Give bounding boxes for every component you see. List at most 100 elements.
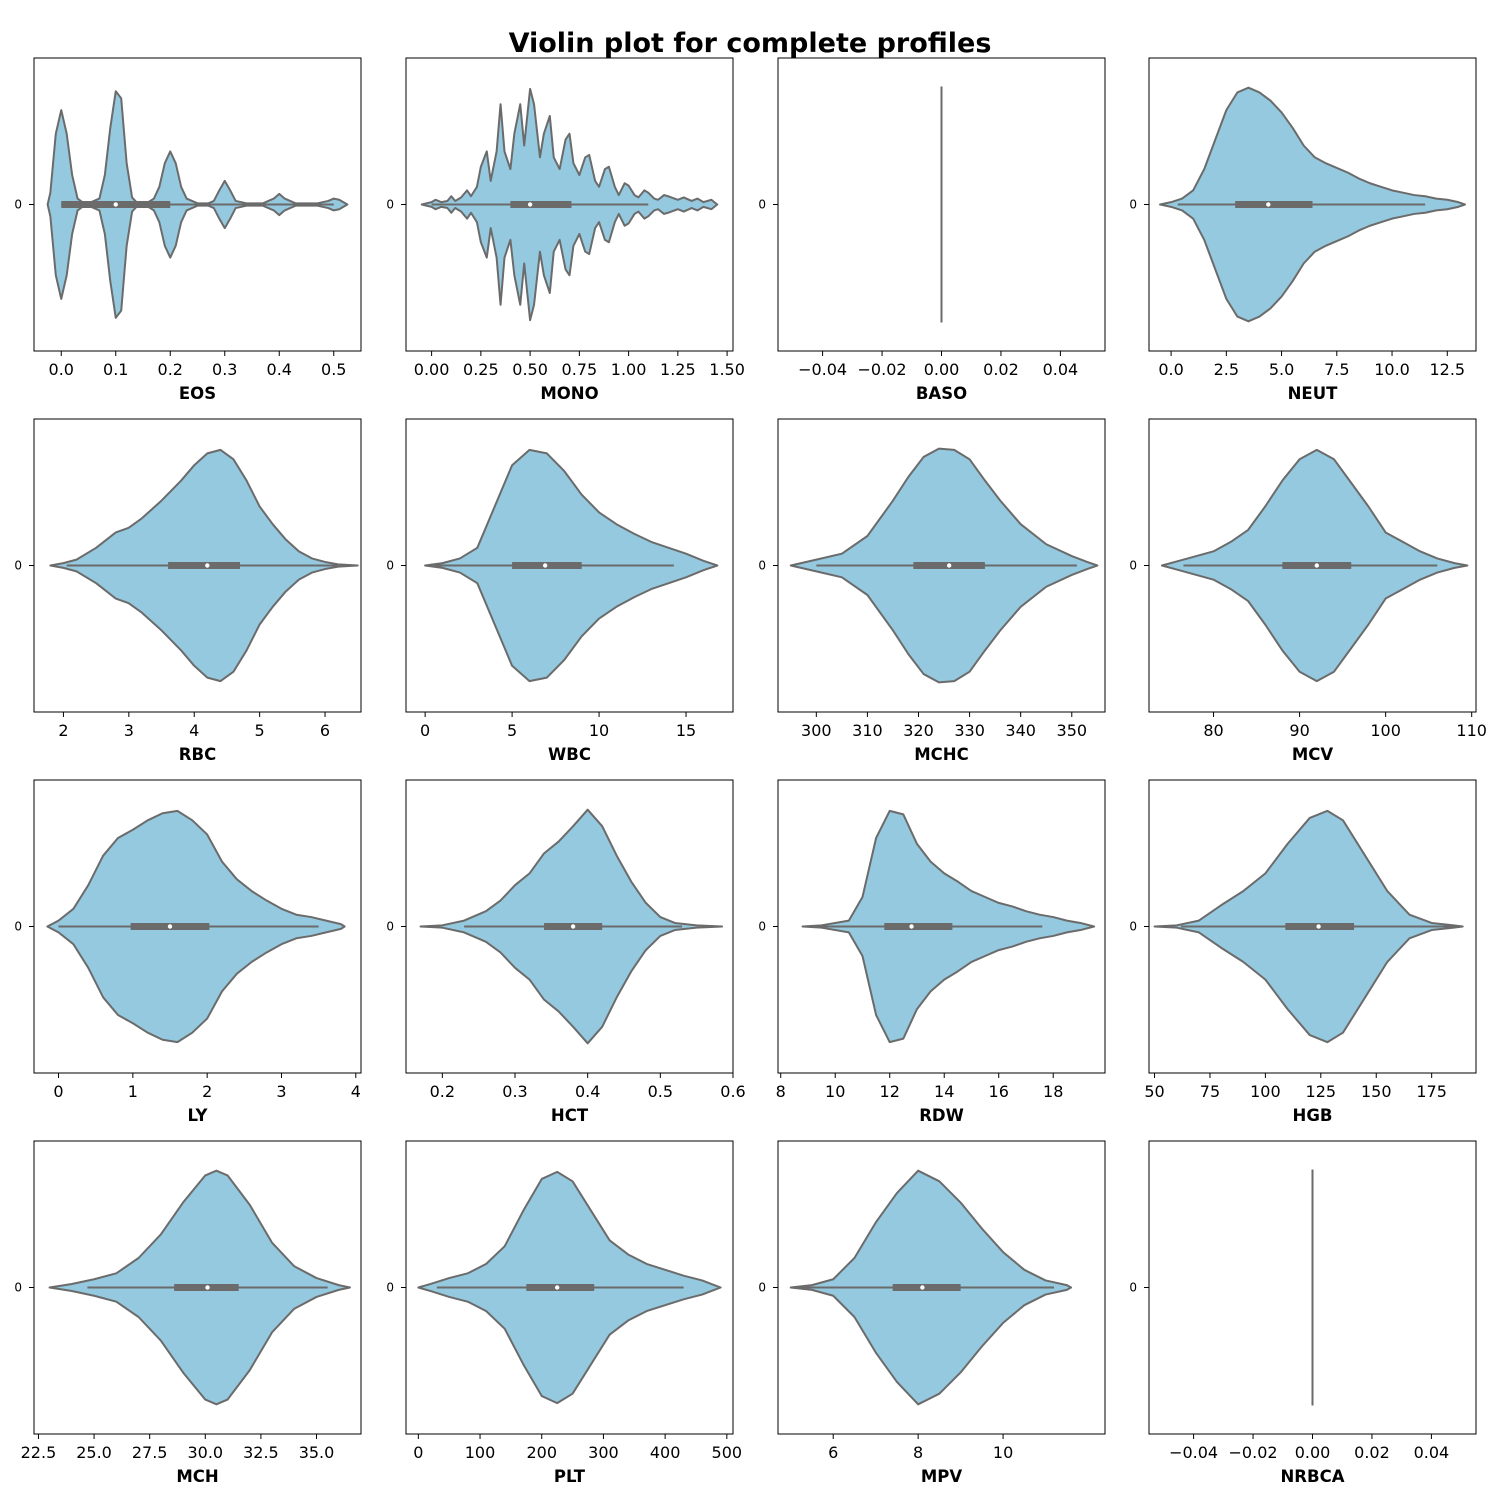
x-tick-label: 27.5 (132, 1443, 168, 1462)
x-tick-label: 15 (676, 721, 696, 740)
x-tick-label: 10 (589, 721, 609, 740)
median-marker (909, 924, 914, 929)
x-tick-label: 7.5 (1324, 360, 1349, 379)
x-tick-label: 0 (53, 1082, 63, 1101)
x-tick-label: 4 (189, 721, 199, 740)
x-tick-label: 5 (255, 721, 265, 740)
x-tick-label: −0.02 (1229, 1443, 1278, 1462)
x-tick-label: 16 (989, 1082, 1009, 1101)
x-tick-label: 35.0 (299, 1443, 335, 1462)
panel-eos: 0 0.0 0.1 0.2 0.3 0.4 0.5 EOS (14, 57, 362, 403)
x-axis-label-baso: BASO (916, 384, 967, 403)
x-tick-label: 0.0 (1158, 360, 1183, 379)
x-tick-label: −0.04 (1169, 1443, 1218, 1462)
median-marker (1266, 202, 1271, 207)
x-tick-label: 12.5 (1429, 360, 1465, 379)
y-tick-label: 0 (1129, 559, 1137, 573)
panel-hct: 0 0.2 0.3 0.4 0.5 0.6 HCT (386, 779, 746, 1125)
iqr-box (884, 923, 953, 930)
x-tick-label: 0.0 (49, 360, 74, 379)
panel-neut: 0 0.0 2.5 5.0 7.5 10.0 12.5 NEUT (1129, 57, 1477, 403)
x-tick-label: 100 (1370, 721, 1401, 740)
x-axis-label-rdw: RDW (919, 1106, 964, 1125)
x-tick-label: 8 (776, 1082, 786, 1101)
y-tick-label: 0 (1129, 1281, 1137, 1295)
x-axis-label-hgb: HGB (1293, 1106, 1333, 1125)
x-tick-label: 0.2 (430, 1082, 455, 1101)
x-tick-label: 125 (1306, 1082, 1337, 1101)
panel-plt: 0 0 100 200 300 400 500 PLT (386, 1140, 743, 1486)
iqr-box (892, 1284, 961, 1291)
x-axis-label-mch: MCH (176, 1467, 218, 1486)
x-tick-label: 0.04 (1414, 1443, 1450, 1462)
median-marker (542, 563, 548, 568)
panel-mch: 0 22.5 25.0 27.5 30.0 32.5 35.0 MCH (14, 1140, 362, 1486)
median-marker (205, 563, 210, 568)
x-tick-label: 340 (1005, 721, 1036, 740)
x-tick-label: 10 (825, 1082, 845, 1101)
x-tick-label: 50 (1144, 1082, 1164, 1101)
y-tick-label: 0 (386, 198, 394, 212)
x-tick-label: 8 (913, 1443, 923, 1462)
x-tick-label: 300 (801, 721, 832, 740)
panel-nrbca: 0 −0.04 −0.02 0.00 0.02 0.04 NRBCA (1129, 1140, 1477, 1486)
y-tick-label: 0 (386, 920, 394, 934)
x-axis-label-mchc: MCHC (914, 745, 968, 764)
x-tick-label: 310 (852, 721, 883, 740)
median-marker (167, 924, 173, 929)
x-tick-label: 25.0 (76, 1443, 112, 1462)
iqr-box (168, 562, 241, 569)
x-tick-label: 110 (1456, 721, 1487, 740)
x-tick-label: 330 (954, 721, 985, 740)
x-axis-label-plt: PLT (554, 1467, 586, 1486)
y-tick-label: 0 (14, 920, 22, 934)
x-tick-label: 22.5 (21, 1443, 57, 1462)
x-tick-label: 18 (1043, 1082, 1063, 1101)
median-marker (527, 202, 533, 207)
panel-mchc: 0 300 310 320 330 340 350 MCHC (758, 418, 1106, 764)
x-tick-label: 0.4 (575, 1082, 600, 1101)
x-tick-label: −0.04 (798, 360, 847, 379)
figure-title: Violin plot for complete profiles (509, 28, 992, 59)
panel-ly: 0 0 1 2 3 4 LY (14, 779, 362, 1125)
x-tick-label: 0.3 (502, 1082, 527, 1101)
x-tick-label: 75 (1200, 1082, 1220, 1101)
panel-mono: 0 0.00 0.25 0.50 0.75 1.00 1.25 1.50 MONO (386, 57, 745, 403)
x-tick-label: 0.00 (1295, 1443, 1331, 1462)
x-axis-label-mpv: MPV (921, 1467, 963, 1486)
x-tick-label: 1 (128, 1082, 138, 1101)
y-tick-label: 0 (386, 559, 394, 573)
y-tick-label: 0 (758, 920, 766, 934)
x-tick-label: 2.5 (1214, 360, 1239, 379)
x-tick-label: 0.1 (103, 360, 128, 379)
x-tick-label: 2 (202, 1082, 212, 1101)
x-tick-label: 0 (413, 1443, 423, 1462)
x-axis-label-nrbca: NRBCA (1281, 1467, 1345, 1486)
x-tick-label: 175 (1416, 1082, 1447, 1101)
x-tick-label: 100 (1250, 1082, 1281, 1101)
x-tick-label: 0 (420, 721, 430, 740)
x-axis-label-hct: HCT (551, 1106, 589, 1125)
x-axis-label-eos: EOS (179, 384, 216, 403)
median-marker (570, 924, 576, 929)
median-marker (205, 1285, 210, 1290)
x-tick-label: 200 (526, 1443, 557, 1462)
x-tick-label: 1.25 (660, 360, 696, 379)
x-tick-label: 0.3 (212, 360, 237, 379)
x-tick-label: 14 (934, 1082, 954, 1101)
x-tick-label: 80 (1203, 721, 1223, 740)
x-tick-label: 90 (1289, 721, 1309, 740)
y-tick-label: 0 (14, 559, 22, 573)
panel-rdw: 0 8 10 12 14 16 18 RDW (758, 779, 1106, 1125)
iqr-box (1235, 201, 1313, 208)
x-axis-label-mono: MONO (540, 384, 598, 403)
x-tick-label: 350 (1057, 721, 1088, 740)
panel-mpv: 0 6 8 10 MPV (758, 1140, 1106, 1486)
x-tick-label: 500 (712, 1443, 743, 1462)
x-tick-label: 320 (903, 721, 934, 740)
median-marker (1314, 563, 1320, 568)
x-tick-label: 10 (993, 1443, 1013, 1462)
y-tick-label: 0 (386, 1281, 394, 1295)
x-tick-label: 1.00 (611, 360, 647, 379)
